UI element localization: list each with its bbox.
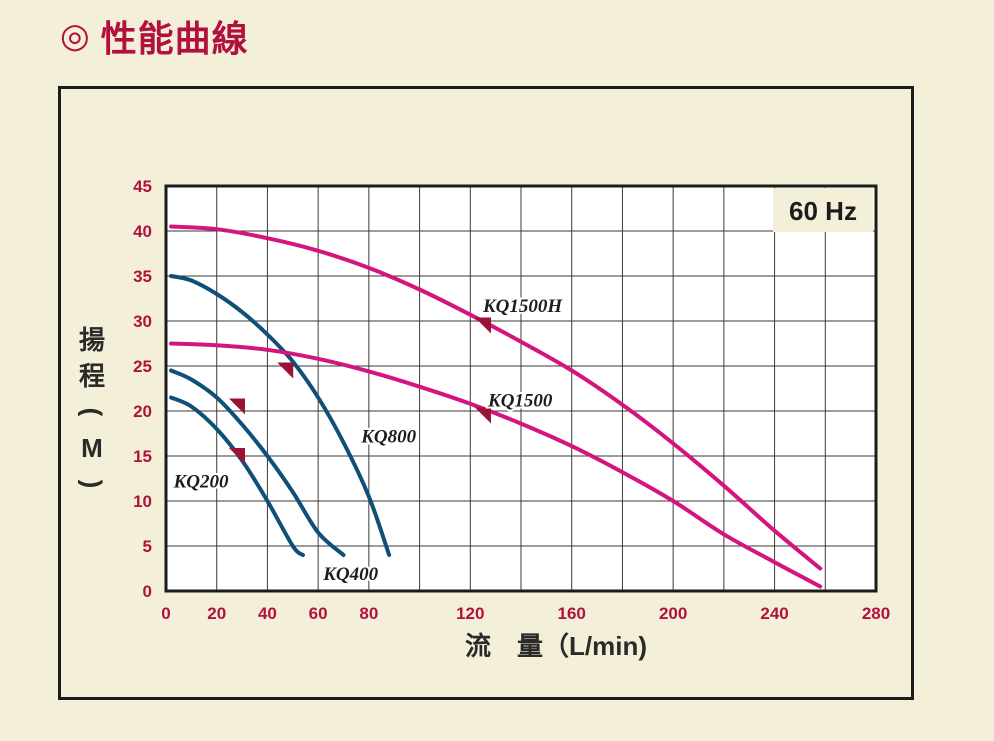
x-tick-label: 200 xyxy=(659,604,687,623)
section-title-text: 性能曲線 xyxy=(100,18,249,59)
series-label-kq1500: KQ1500 xyxy=(487,391,553,412)
frequency-badge xyxy=(773,188,873,232)
y-axis-label-char: 程 xyxy=(78,361,105,391)
y-axis-label: 揚 程 ( M ) xyxy=(74,322,110,502)
x-tick-label: 0 xyxy=(161,604,170,623)
y-tick-label: 25 xyxy=(133,357,152,376)
y-axis-label-char: 揚 xyxy=(78,325,105,355)
series-marker-kq200 xyxy=(229,448,245,464)
series-marker-kq800 xyxy=(277,362,294,379)
double-circle-icon: ◎ xyxy=(60,17,91,55)
x-tick-label: 60 xyxy=(309,604,328,623)
y-axis-label-char: M xyxy=(81,433,103,463)
y-tick-label: 45 xyxy=(133,177,152,196)
plot-border xyxy=(164,184,878,593)
x-tick-label: 280 xyxy=(862,604,890,623)
series-label-kq1500h: KQ1500H xyxy=(482,296,563,317)
frequency-label: 60 Hz xyxy=(789,196,857,226)
x-tick-label: 80 xyxy=(359,604,378,623)
series-line-kq800 xyxy=(169,274,392,557)
series-label-kq200: KQ200 xyxy=(173,472,229,493)
series-line-kq400 xyxy=(169,368,346,557)
y-tick-label: 35 xyxy=(133,267,152,286)
series-label-kq800: KQ800 xyxy=(360,427,416,448)
x-tick-label: 240 xyxy=(760,604,788,623)
x-tick-label: 20 xyxy=(207,604,226,623)
series-marker-kq1500 xyxy=(474,407,491,424)
y-tick-label: 20 xyxy=(133,402,152,421)
series-marker-kq400 xyxy=(229,398,245,415)
x-tick-label: 120 xyxy=(456,604,484,623)
y-tick-label: 5 xyxy=(143,537,152,556)
y-tick-label: 10 xyxy=(133,492,152,511)
series-label-kq400: KQ400 xyxy=(322,564,378,585)
x-tick-label: 40 xyxy=(258,604,277,623)
series-line-kq1500 xyxy=(169,341,823,589)
y-tick-label: 0 xyxy=(143,582,152,601)
chart-frame xyxy=(58,86,914,700)
series-marker-kq1500h xyxy=(474,317,491,334)
series-line-kq1500h xyxy=(169,224,823,571)
y-tick-label: 40 xyxy=(133,222,152,241)
y-tick-label: 15 xyxy=(133,447,152,466)
x-tick-label: 160 xyxy=(558,604,586,623)
y-tick-label: 30 xyxy=(133,312,152,331)
x-axis-label: 流 量（L/min) xyxy=(465,631,647,661)
section-title: ◎ 性能曲線 xyxy=(60,10,249,62)
